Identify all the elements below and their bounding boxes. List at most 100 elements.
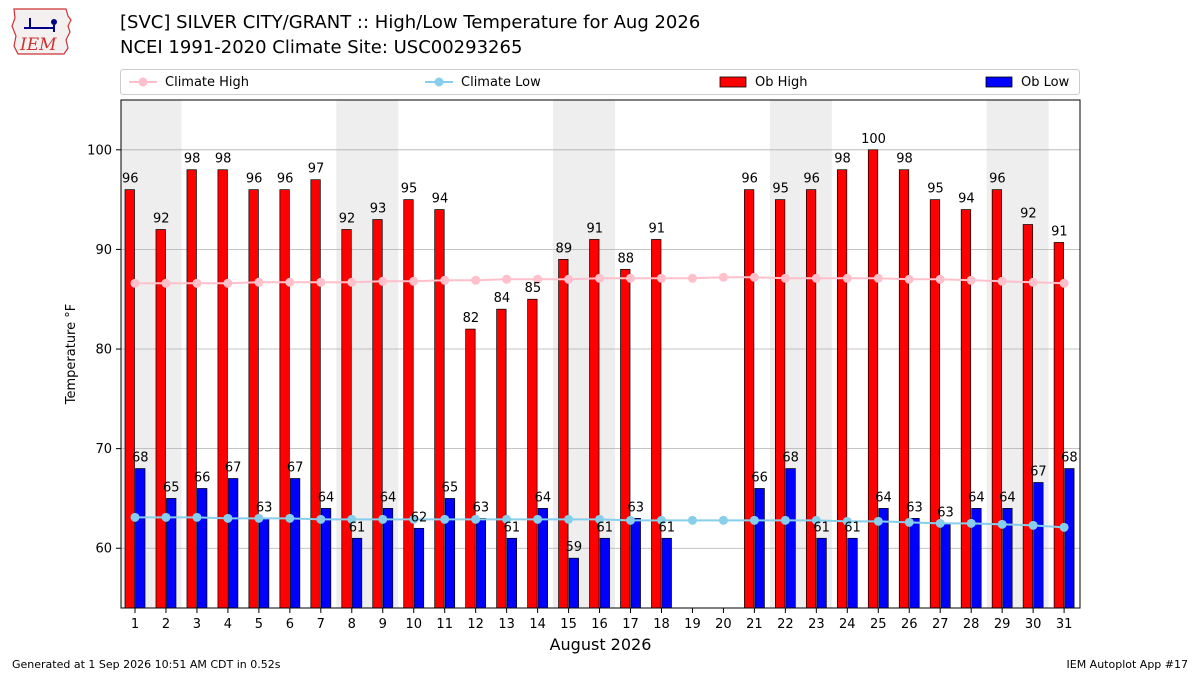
- ob-high-bar: [651, 239, 662, 609]
- y-tick-label: 70: [95, 442, 112, 457]
- ob-high-label: 97: [308, 162, 325, 177]
- ob-high-bar: [836, 169, 848, 609]
- climate-low-point: [130, 512, 140, 522]
- climate-low-point: [564, 514, 574, 524]
- ob-low-bar: [568, 557, 579, 609]
- climate-low-point: [780, 515, 790, 525]
- climate-high-point: [595, 273, 605, 283]
- ob-low-label: 67: [287, 461, 304, 476]
- ob-high-bar: [186, 169, 197, 609]
- climate-low-point: [811, 515, 821, 525]
- ob-high-bar: [898, 169, 910, 609]
- ob-high-label: 100: [861, 132, 886, 147]
- y-tick-label: 100: [87, 143, 112, 158]
- ob-low-bar: [135, 468, 146, 609]
- ob-high-bar: [310, 179, 321, 609]
- ob-low-label: 63: [906, 500, 923, 515]
- climate-high-point: [687, 273, 697, 283]
- ob-low-label: 61: [504, 520, 521, 535]
- legend-label-ob-low: Ob Low: [1021, 74, 1070, 90]
- ob-low-label: 61: [844, 520, 861, 535]
- ob-high-bar: [805, 189, 817, 609]
- ob-low-bar: [754, 488, 765, 609]
- ob-high-label: 93: [370, 202, 387, 217]
- ob-high-label: 98: [215, 152, 232, 167]
- x-tick-label: 10: [405, 617, 422, 632]
- climate-low-point: [192, 512, 202, 522]
- climate-low-point: [347, 514, 357, 524]
- ob-high-label: 96: [989, 172, 1006, 187]
- ob-high-label: 91: [648, 221, 665, 236]
- ob-high-label: 95: [772, 182, 789, 197]
- climate-low-point: [873, 516, 883, 526]
- ob-high-label: 84: [494, 291, 511, 306]
- y-tick-label: 90: [95, 243, 112, 258]
- climate-high-point: [626, 273, 636, 283]
- x-tick-label: 27: [932, 617, 949, 632]
- ob-low-bar: [785, 468, 796, 609]
- ob-high-bar: [496, 308, 507, 609]
- ob-high-label: 82: [463, 311, 480, 326]
- ob-high-bar: [960, 209, 972, 609]
- x-tick-label: 31: [1056, 617, 1073, 632]
- climate-high-point: [130, 278, 140, 288]
- ob-high-label: 95: [927, 182, 944, 197]
- ob-low-bar: [1033, 482, 1044, 609]
- ob-high-bar: [279, 189, 290, 609]
- ob-low-label: 67: [1030, 464, 1047, 479]
- x-tick-label: 22: [777, 617, 794, 632]
- x-tick-label: 4: [224, 617, 232, 632]
- climate-high-point: [471, 275, 481, 285]
- climate-high-point: [533, 274, 543, 284]
- ob-low-label: 61: [349, 520, 366, 535]
- ob-high-bar: [465, 328, 476, 609]
- ob-low-bar: [847, 537, 858, 609]
- climate-low-point: [316, 514, 326, 524]
- climate-high-point: [1059, 278, 1069, 288]
- ob-low-label: 63: [627, 500, 644, 515]
- climate-low-point: [161, 512, 171, 522]
- legend-label-ob-high: Ob High: [755, 74, 808, 90]
- ob-low-bar: [971, 508, 982, 609]
- ob-high-bar: [124, 189, 135, 609]
- ob-high-label: 96: [803, 172, 820, 187]
- climate-low-point: [533, 514, 543, 524]
- ob-high-bar: [929, 199, 941, 609]
- x-tick-label: 20: [715, 617, 732, 632]
- ob-low-bar: [290, 478, 301, 609]
- ob-high-label: 98: [834, 152, 851, 167]
- ob-high-bar: [1053, 242, 1064, 609]
- ob-high-label: 96: [277, 172, 294, 187]
- ob-low-swatch-icon: [985, 76, 1013, 88]
- climate-high-swatch-icon: [129, 77, 157, 87]
- ob-low-label: 68: [782, 451, 799, 466]
- x-tick-label: 9: [379, 617, 387, 632]
- ob-high-bar: [867, 149, 879, 609]
- climate-low-point: [1059, 522, 1069, 532]
- climate-low-point: [718, 515, 728, 525]
- ob-low-label: 62: [411, 510, 428, 525]
- ob-low-label: 63: [937, 505, 954, 520]
- climate-high-point: [997, 276, 1007, 286]
- ob-low-bar: [166, 498, 177, 609]
- x-tick-label: 28: [963, 617, 980, 632]
- climate-low-point: [223, 513, 233, 523]
- ob-low-bar: [1002, 508, 1013, 609]
- x-tick-label: 25: [870, 617, 887, 632]
- ob-low-label: 66: [751, 470, 768, 485]
- ob-high-bar: [217, 169, 228, 609]
- chart-title: [SVC] SILVER CITY/GRANT :: High/Low Temp…: [120, 12, 701, 33]
- climate-high-point: [904, 274, 914, 284]
- ob-low-label: 64: [968, 490, 985, 505]
- ob-low-bar: [259, 518, 270, 609]
- weekend-shade: [769, 100, 832, 608]
- ob-low-label: 63: [256, 500, 273, 515]
- ob-low-label: 61: [658, 520, 675, 535]
- ob-low-bar: [413, 527, 425, 609]
- y-tick-label: 60: [95, 542, 112, 557]
- climate-low-point: [254, 513, 264, 523]
- ob-low-label: 64: [875, 490, 892, 505]
- climate-low-point: [656, 515, 666, 525]
- ob-high-label: 92: [339, 211, 356, 226]
- climate-low-point: [285, 513, 295, 523]
